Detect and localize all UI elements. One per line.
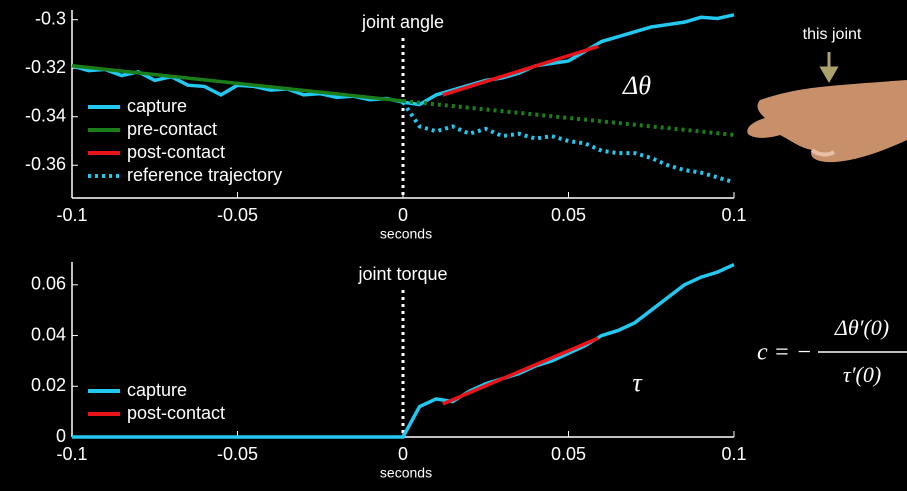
series-line	[443, 338, 599, 404]
legend-label: post-contact	[127, 403, 225, 423]
x-tick-label: 0.1	[721, 205, 746, 225]
legend-label: capture	[127, 380, 187, 400]
series-line	[403, 101, 734, 135]
x-tick-label: -0.05	[217, 205, 258, 225]
y-tick-label: -0.36	[25, 154, 66, 174]
x-axis-label: seconds	[380, 226, 432, 242]
x-tick-label: 0	[398, 205, 408, 225]
arrow	[822, 52, 836, 80]
legend-label: pre-contact	[127, 119, 217, 139]
y-tick-label: 0	[56, 426, 66, 446]
legend-label: capture	[127, 96, 187, 116]
x-tick-label: -0.05	[217, 444, 258, 464]
x-tick-label: -0.1	[56, 444, 87, 464]
y-tick-label: 0.02	[31, 375, 66, 395]
delta-theta-label: Δθ	[622, 71, 651, 100]
x-tick-label: 0.1	[721, 444, 746, 464]
y-tick-label: -0.3	[35, 8, 66, 28]
x-tick-label: 0	[398, 444, 408, 464]
y-tick-label: 0.04	[31, 324, 66, 344]
figure: Δθ τ this joint c = − Δθ′(0) τ′(0) -0.1 -…	[0, 0, 907, 491]
x-tick-label: 0.05	[551, 205, 586, 225]
page: {"chart_data": [ {"type": "line", "title…	[0, 0, 907, 491]
series-line	[72, 66, 403, 101]
y-tick-label: -0.32	[25, 57, 66, 77]
series-line	[403, 102, 734, 182]
legend-label: reference trajectory	[127, 165, 282, 185]
this-joint-label: this joint	[803, 26, 862, 43]
formula-lhs: c = −	[757, 340, 812, 366]
series-line	[443, 46, 599, 95]
formula-denominator: τ′(0)	[843, 362, 881, 387]
hand	[747, 80, 907, 162]
legend-label: post-contact	[127, 142, 225, 162]
formula-numerator: Δθ′(0)	[834, 315, 889, 340]
chart-title: joint angle	[361, 12, 444, 32]
x-tick-label: -0.1	[56, 205, 87, 225]
x-axis-label: seconds	[380, 465, 432, 481]
tau-label: τ	[632, 368, 643, 397]
y-tick-label: 0.06	[31, 274, 66, 294]
chart-title: joint torque	[357, 264, 447, 284]
x-tick-label: 0.05	[551, 444, 586, 464]
y-tick-label: -0.34	[25, 105, 66, 125]
